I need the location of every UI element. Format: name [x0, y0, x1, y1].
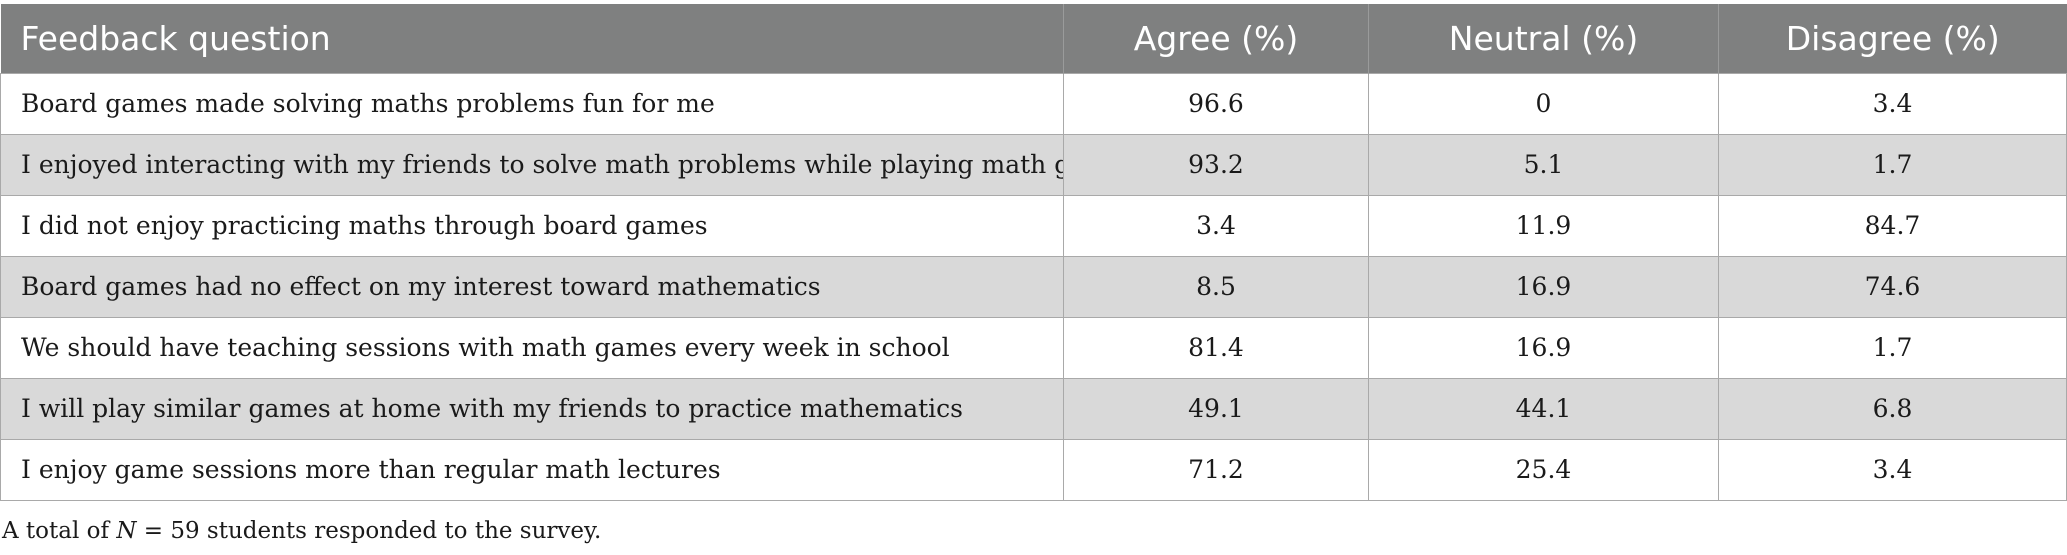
question-cell: Board games made solving maths problems …: [0, 72, 1064, 135]
agree-cell: 8.5: [1063, 255, 1369, 318]
question-cell: I enjoy game sessions more than regular …: [0, 438, 1064, 501]
table-row: I enjoy game sessions more than regular …: [0, 438, 2067, 501]
header-neutral: Neutral (%): [1368, 4, 1719, 73]
table-row: We should have teaching sessions with ma…: [0, 316, 2067, 379]
question-cell: We should have teaching sessions with ma…: [0, 316, 1064, 379]
table-footnote: A total of N = 59 students responded to …: [2, 518, 601, 544]
header-feedback-question: Feedback question: [20, 18, 331, 58]
table-row: I did not enjoy practicing maths through…: [0, 194, 2067, 257]
neutral-cell: 44.1: [1368, 377, 1719, 440]
footnote-variable: N: [116, 518, 137, 544]
disagree-cell: 1.7: [1718, 133, 2067, 196]
disagree-cell: 74.6: [1718, 255, 2067, 318]
footnote-prefix: A total of: [2, 518, 117, 544]
agree-cell: 3.4: [1063, 194, 1369, 257]
header-agree: Agree (%): [1063, 4, 1369, 73]
disagree-cell: 3.4: [1718, 72, 2067, 135]
question-cell: I enjoyed interacting with my friends to…: [0, 133, 1064, 196]
disagree-cell: 84.7: [1718, 194, 2067, 257]
feedback-table: Feedback question Agree (%) Neutral (%) …: [0, 4, 2067, 501]
agree-cell: 93.2: [1063, 133, 1369, 196]
neutral-cell: 0: [1368, 72, 1719, 135]
table-body: Board games made solving maths problems …: [0, 72, 2067, 501]
neutral-cell: 5.1: [1368, 133, 1719, 196]
disagree-cell: 1.7: [1718, 316, 2067, 379]
table-header: Feedback question Agree (%) Neutral (%) …: [0, 4, 2067, 73]
agree-cell: 49.1: [1063, 377, 1369, 440]
feedback-table-container: Feedback question Agree (%) Neutral (%) …: [0, 4, 2067, 501]
disagree-cell: 6.8: [1718, 377, 2067, 440]
neutral-cell: 11.9: [1368, 194, 1719, 257]
table-row: I will play similar games at home with m…: [0, 377, 2067, 440]
agree-cell: 71.2: [1063, 438, 1369, 501]
neutral-cell: 16.9: [1368, 316, 1719, 379]
disagree-cell: 3.4: [1718, 438, 2067, 501]
table-row: Board games made solving maths problems …: [0, 72, 2067, 135]
neutral-cell: 16.9: [1368, 255, 1719, 318]
header-disagree: Disagree (%): [1718, 4, 2067, 73]
neutral-cell: 25.4: [1368, 438, 1719, 501]
question-cell: I will play similar games at home with m…: [0, 377, 1064, 440]
question-cell: Board games had no effect on my interest…: [0, 255, 1064, 318]
question-cell: I did not enjoy practicing maths through…: [0, 194, 1064, 257]
header-row: Feedback question Agree (%) Neutral (%) …: [0, 4, 2067, 73]
agree-cell: 81.4: [1063, 316, 1369, 379]
table-row: Board games had no effect on my interest…: [0, 255, 2067, 318]
footnote-suffix: = 59 students responded to the survey.: [136, 518, 602, 544]
table-row: I enjoyed interacting with my friends to…: [0, 133, 2067, 196]
agree-cell: 96.6: [1063, 72, 1369, 135]
